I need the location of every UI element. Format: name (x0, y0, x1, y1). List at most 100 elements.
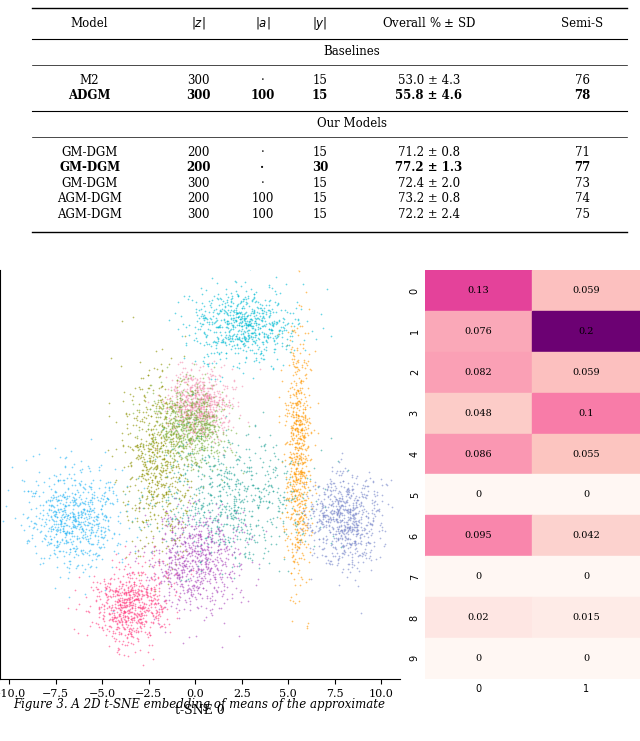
3 (209, 420, 219, 432)
7 (201, 561, 211, 573)
4 (168, 533, 179, 545)
1 (296, 427, 307, 439)
3 (198, 422, 208, 434)
2 (152, 479, 162, 491)
7 (165, 572, 175, 584)
9 (227, 290, 237, 302)
0 (191, 385, 202, 397)
1 (296, 448, 306, 460)
3 (200, 456, 211, 468)
4 (295, 534, 305, 546)
3 (167, 405, 177, 417)
0 (217, 417, 227, 429)
9 (220, 300, 230, 312)
Bar (424, 474, 532, 515)
7 (164, 575, 174, 587)
2 (152, 411, 162, 422)
9 (259, 315, 269, 327)
2 (137, 447, 147, 459)
4 (229, 497, 239, 509)
7 (164, 561, 174, 573)
8 (139, 610, 149, 622)
1 (287, 356, 298, 368)
Text: Figure 3. A 2D t-SNE embedding of means of the approximate: Figure 3. A 2D t-SNE embedding of means … (13, 698, 385, 711)
7 (212, 551, 223, 563)
5 (72, 511, 83, 522)
6 (330, 550, 340, 562)
7 (212, 562, 222, 574)
5 (85, 494, 95, 505)
7 (177, 556, 188, 568)
2 (143, 382, 153, 393)
2 (161, 486, 171, 498)
6 (305, 522, 316, 534)
6 (338, 475, 348, 487)
8 (120, 611, 131, 623)
3 (167, 422, 177, 433)
1 (285, 479, 295, 491)
2 (124, 440, 134, 452)
7 (247, 531, 257, 542)
7 (171, 564, 181, 576)
1 (299, 508, 309, 520)
3 (156, 459, 166, 471)
7 (160, 626, 170, 638)
0 (190, 399, 200, 411)
8 (154, 559, 164, 571)
9 (249, 292, 259, 304)
6 (317, 499, 328, 511)
4 (278, 499, 288, 511)
3 (143, 423, 154, 435)
7 (172, 576, 182, 588)
Bar (532, 474, 640, 515)
2 (157, 419, 168, 431)
0 (200, 416, 210, 428)
7 (204, 528, 214, 539)
5 (52, 536, 62, 548)
1 (291, 379, 301, 391)
Text: Semi-S: Semi-S (561, 17, 604, 30)
3 (146, 436, 156, 448)
9 (205, 299, 216, 311)
5 (49, 548, 60, 559)
2 (191, 459, 202, 471)
8 (147, 583, 157, 595)
9 (253, 307, 264, 319)
5 (89, 516, 99, 528)
3 (209, 433, 219, 445)
8 (124, 585, 134, 597)
2 (175, 432, 186, 444)
4 (254, 491, 264, 503)
8 (148, 588, 158, 600)
8 (163, 568, 173, 579)
9 (258, 336, 268, 348)
0 (207, 402, 218, 413)
6 (343, 483, 353, 495)
2 (141, 474, 151, 486)
2 (136, 445, 147, 456)
8 (129, 625, 139, 637)
5 (59, 491, 69, 503)
6 (318, 522, 328, 534)
8 (121, 599, 131, 611)
6 (305, 519, 316, 531)
4 (198, 511, 209, 523)
2 (147, 474, 157, 486)
1 (305, 417, 315, 429)
6 (333, 496, 344, 508)
8 (112, 623, 122, 635)
7 (176, 519, 186, 531)
9 (205, 312, 215, 324)
9 (247, 294, 257, 306)
6 (332, 513, 342, 525)
9 (246, 327, 256, 339)
9 (226, 304, 236, 316)
2 (162, 407, 172, 419)
Text: 0: 0 (476, 654, 481, 663)
5 (66, 522, 76, 534)
6 (369, 488, 379, 499)
7 (183, 514, 193, 526)
6 (338, 501, 348, 513)
0 (179, 389, 189, 401)
6 (316, 515, 326, 527)
